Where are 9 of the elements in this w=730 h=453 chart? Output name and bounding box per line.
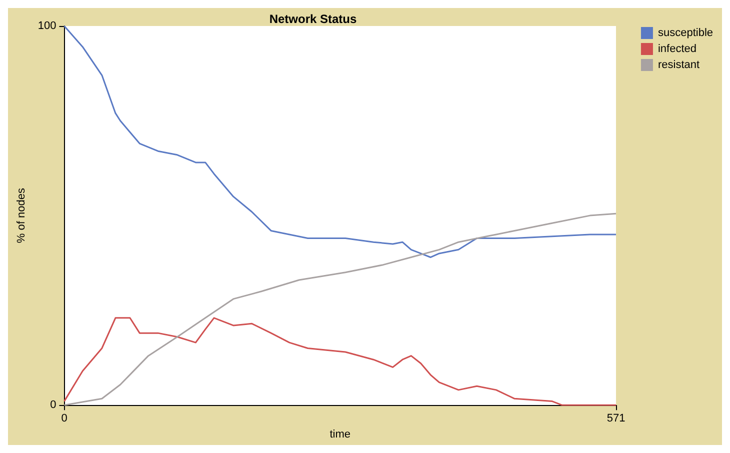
chart-title: Network Status	[269, 12, 357, 26]
x-tick-label: 571	[606, 412, 626, 425]
x-axis-title: time	[330, 428, 351, 440]
legend-label: susceptible	[658, 27, 714, 39]
legend-label: infected	[658, 43, 696, 55]
y-axis-title: % of nodes	[16, 188, 28, 244]
line-series	[64, 25, 617, 258]
legend-label: resistant	[658, 59, 700, 71]
y-tick-label: 100	[38, 20, 56, 32]
